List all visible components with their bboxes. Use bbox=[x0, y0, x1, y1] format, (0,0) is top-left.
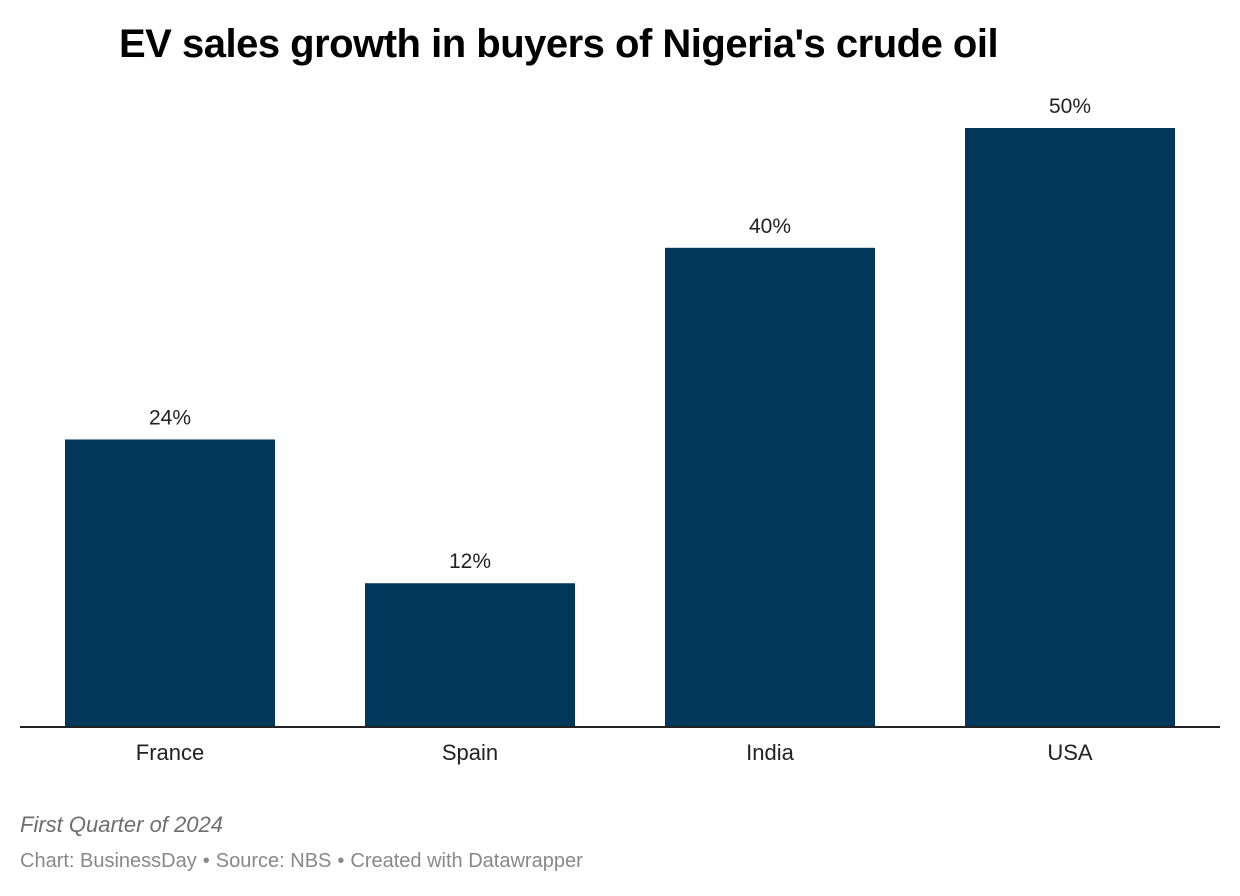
category-labels-group: France Spain India USA bbox=[136, 740, 1093, 765]
category-label-spain: Spain bbox=[442, 740, 498, 765]
credit-chart: Chart: BusinessDay bbox=[20, 850, 197, 872]
value-label-spain: 12% bbox=[449, 550, 491, 573]
credit-separator: • bbox=[202, 850, 210, 872]
bar-chart: 24% 12% 40% 50% France Spain India USA bbox=[20, 95, 1220, 765]
credit-separator: • bbox=[337, 850, 345, 872]
chart-notes: First Quarter of 2024 bbox=[20, 812, 223, 837]
chart-credits: Chart: BusinessDay • Source: NBS • Created w… bbox=[20, 850, 583, 873]
chart-title: EV sales growth in buyers of Nigeria's c… bbox=[119, 22, 999, 66]
bar-spain bbox=[365, 583, 575, 727]
bar-france bbox=[65, 439, 275, 727]
value-label-france: 24% bbox=[149, 406, 191, 429]
credit-tool: Created with Datawrapper bbox=[350, 850, 583, 872]
credit-source: Source: NBS bbox=[215, 850, 332, 872]
category-label-india: India bbox=[746, 740, 794, 765]
value-label-usa: 50% bbox=[1049, 95, 1091, 118]
bar-usa bbox=[965, 128, 1175, 727]
category-label-france: France bbox=[136, 740, 204, 765]
value-label-india: 40% bbox=[749, 215, 791, 238]
bar-india bbox=[665, 247, 875, 728]
bars-group bbox=[65, 128, 1175, 728]
category-label-usa: USA bbox=[1047, 740, 1093, 765]
value-labels-group: 24% 12% 40% 50% bbox=[149, 95, 1091, 573]
